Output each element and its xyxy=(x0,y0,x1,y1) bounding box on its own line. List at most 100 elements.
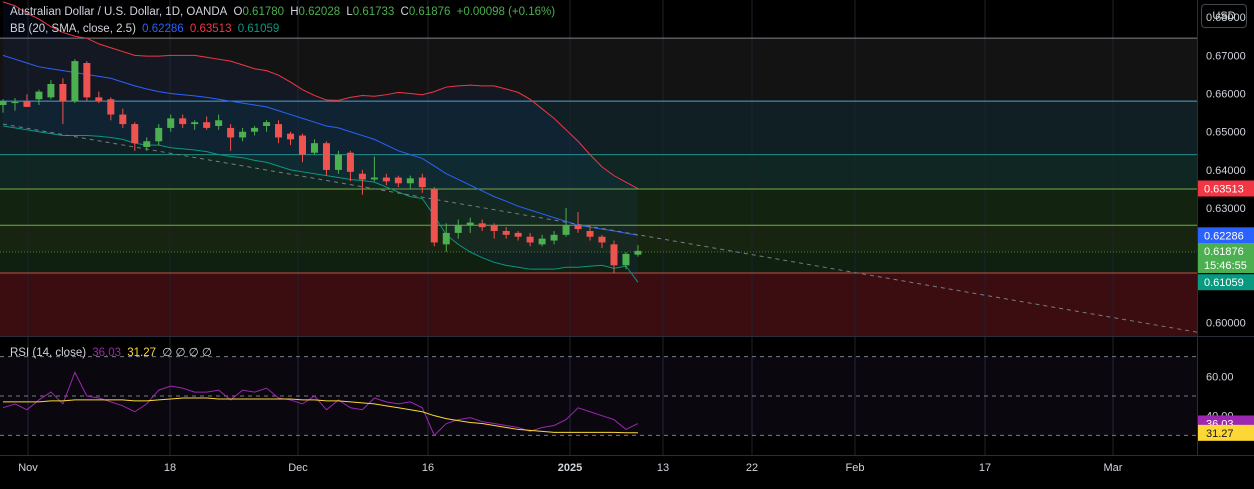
candle-up xyxy=(622,253,630,266)
low-value: L0.61733 xyxy=(346,6,394,18)
candle-up xyxy=(35,91,43,100)
candle-up xyxy=(634,250,642,255)
rsi-pane xyxy=(0,356,1197,437)
price-tick-label: 0.66000 xyxy=(1206,89,1246,101)
candle-down xyxy=(227,127,235,138)
rsi-band-fill xyxy=(0,356,1197,436)
time-tick-label: 18 xyxy=(164,462,176,474)
high-number: 0.62028 xyxy=(298,6,341,18)
candle-down xyxy=(490,225,498,231)
candle-down xyxy=(107,99,115,115)
close-value: C0.61876 xyxy=(401,6,451,18)
candle-down xyxy=(586,231,594,237)
candle-up xyxy=(143,141,151,147)
grid-lines xyxy=(27,0,1114,455)
bb-basis-value: 0.62286 xyxy=(142,23,184,35)
bb-lower-price-tag-bg xyxy=(1198,274,1254,291)
candle-down xyxy=(382,177,390,182)
price-tick-label: 0.64000 xyxy=(1206,165,1246,177)
candle-down xyxy=(514,232,522,237)
zone-band xyxy=(0,38,1197,102)
rsi-ma-line xyxy=(3,397,638,434)
horizontal-levels xyxy=(0,37,1197,274)
price-tags: 0.635130.622860.610590.6187615:46:5536.0… xyxy=(1198,180,1254,441)
candle-up xyxy=(310,143,318,153)
price-zones xyxy=(0,0,1197,336)
bb-upper-price-tag: 0.63513 xyxy=(1204,184,1244,196)
price-tick-label: 0.63000 xyxy=(1206,203,1246,215)
candle-up xyxy=(167,118,175,128)
candle-down xyxy=(610,244,618,266)
candle-down xyxy=(299,135,306,155)
open-number: 0.61780 xyxy=(242,6,285,18)
rsi-tick-label: 60.00 xyxy=(1206,371,1234,383)
candle-down xyxy=(179,118,187,125)
bb-lower-line xyxy=(2,125,639,283)
bb-upper-price-tag-bg xyxy=(1198,180,1254,197)
candle-down xyxy=(119,114,127,125)
last-price-tag: 0.61876 xyxy=(1204,246,1244,258)
currency-button[interactable]: USD xyxy=(1201,4,1247,28)
candle-down xyxy=(358,173,366,180)
bb-upper-line xyxy=(2,1,639,190)
last-price-tag-bg xyxy=(1198,243,1254,274)
bb-lower-value: 0.61059 xyxy=(237,23,280,35)
candle-up xyxy=(251,127,259,132)
candle-down xyxy=(502,231,510,235)
open-value: O0.61780 xyxy=(234,6,285,18)
candle-down xyxy=(430,189,438,243)
candle-down xyxy=(526,236,534,243)
price-tick-label: 0.60000 xyxy=(1206,318,1246,330)
open-label: O xyxy=(233,6,243,18)
rsi-label: RSI (14, close) xyxy=(10,347,87,359)
candle-up xyxy=(47,84,55,98)
candle-down xyxy=(287,133,295,140)
candle-up xyxy=(562,225,570,235)
bb-basis-price-tag: 0.62286 xyxy=(1204,230,1244,242)
candle-down xyxy=(131,124,139,144)
candle-up xyxy=(406,178,414,184)
zone-band xyxy=(0,189,1197,226)
time-tick-label: 22 xyxy=(746,462,758,474)
candle-up xyxy=(454,225,462,233)
rsi-legend[interactable]: RSI (14, close) 36.03 31.27 ∅ ∅ ∅ ∅ xyxy=(10,345,215,359)
price-tick-label: 0.68000 xyxy=(1206,12,1246,24)
candle-up xyxy=(538,238,546,245)
time-tick-label: 2025 xyxy=(558,462,582,474)
time-tick-label: Mar xyxy=(1104,462,1123,474)
symbol-legend: Australian Dollar / U.S. Dollar, 1D, OAN… xyxy=(10,6,558,18)
bb-basis-price-tag-bg xyxy=(1198,227,1254,244)
time-tick-label: 16 xyxy=(422,462,434,474)
rsi-ma-tag-bg xyxy=(1198,424,1254,441)
candle-up xyxy=(71,61,79,102)
candle-down xyxy=(394,177,402,184)
close-number: 0.61876 xyxy=(408,6,451,18)
low-label: L xyxy=(346,6,353,18)
low-number: 0.61733 xyxy=(352,6,395,18)
candle-up xyxy=(550,234,558,241)
candle-up xyxy=(370,177,378,180)
bb-band-fill xyxy=(3,1,638,283)
candle-down xyxy=(478,223,486,228)
bb-legend[interactable]: BB (20, SMA, close, 2.5) 0.62286 0.63513… xyxy=(10,23,282,35)
trendline xyxy=(2,123,1198,333)
zone-band xyxy=(0,101,1197,155)
candle-down xyxy=(275,124,283,138)
candle-down xyxy=(83,63,91,98)
zone-bearish xyxy=(0,273,1197,336)
candle-down xyxy=(59,84,67,102)
zone-band xyxy=(0,252,1197,273)
dashed-trendline xyxy=(2,123,1198,333)
bb-basis-line xyxy=(2,54,639,236)
candle-up xyxy=(334,154,342,170)
time-tick-label: Dec xyxy=(288,462,308,474)
candle-up xyxy=(0,101,7,105)
candle-down xyxy=(418,177,426,188)
change-value: +0.00098 (+0.16%) xyxy=(456,6,556,18)
time-tick-label: Nov xyxy=(18,462,38,474)
zone-band xyxy=(0,0,1197,39)
rsi-ma-value-tag: 31.27 xyxy=(1206,428,1234,440)
time-tick-label: 17 xyxy=(979,462,991,474)
candle-down xyxy=(203,122,211,128)
